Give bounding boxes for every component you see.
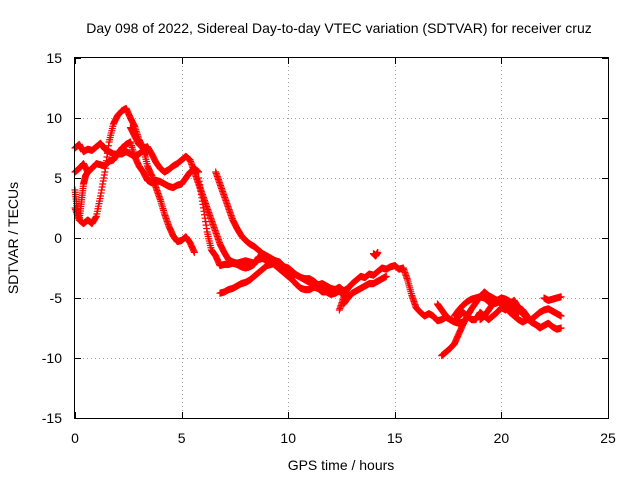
x-tick-label: 20 (494, 430, 510, 446)
x-tick-label: 5 (178, 430, 186, 446)
series-arc-8 (216, 259, 284, 297)
plot-frame (74, 57, 609, 419)
data-point (459, 318, 467, 326)
x-tick-label: 25 (600, 430, 616, 446)
y-tick-label: -10 (42, 350, 62, 366)
series-arc-16 (369, 248, 382, 260)
x-tick-label: 15 (387, 430, 403, 446)
x-axis-tick-labels: 0 5 10 15 20 25 (71, 430, 616, 446)
data-point (374, 248, 382, 256)
y-tick-label: 15 (46, 50, 62, 66)
ticks (75, 58, 609, 419)
grid-layer (75, 58, 608, 418)
data-point (84, 168, 92, 176)
y-axis-tick-labels: -15 -10 -5 0 5 10 15 (42, 50, 62, 426)
data-point (557, 293, 565, 301)
data-point (190, 248, 198, 256)
series-arc-13 (476, 294, 544, 331)
series-arc-15 (540, 293, 565, 304)
x-tick-label: 10 (280, 430, 296, 446)
series-arc-10 (340, 272, 390, 308)
series-arc-7 (212, 168, 352, 295)
x-axis-label: GPS time / hours (288, 457, 395, 473)
y-tick-label: 0 (54, 230, 62, 246)
series-arc-11 (438, 288, 565, 360)
chart-title: Day 098 of 2022, Sidereal Day-to-day VTE… (86, 20, 592, 36)
x-tick-label: 0 (71, 430, 79, 446)
y-tick-label: 10 (46, 110, 62, 126)
y-axis-label: SDTVAR / TECUs (5, 182, 21, 294)
y-tick-label: -15 (42, 410, 62, 426)
series-arc-14 (433, 300, 467, 327)
data-point (382, 272, 390, 280)
data-point (536, 323, 544, 331)
data-point (557, 324, 565, 332)
data-point (557, 312, 565, 320)
y-tick-label: -5 (50, 290, 63, 306)
data-marks (71, 104, 565, 360)
y-tick-label: 5 (54, 170, 62, 186)
data-point (276, 260, 284, 268)
